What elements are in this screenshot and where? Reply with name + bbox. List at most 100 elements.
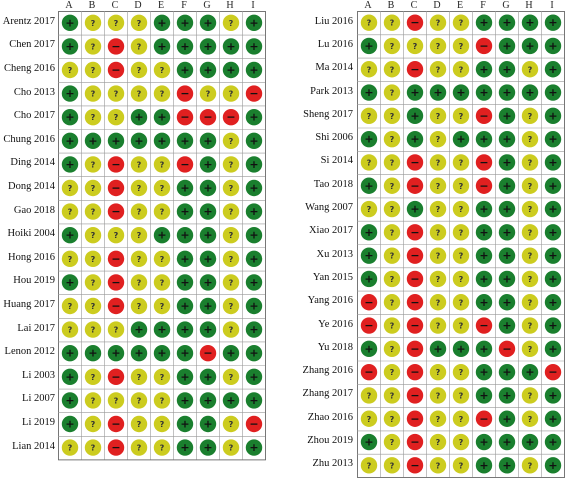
study-label: Zhu 2013 <box>312 458 353 470</box>
svg-text:?: ? <box>229 19 234 28</box>
svg-text:?: ? <box>229 184 234 193</box>
svg-text:+: + <box>548 272 557 285</box>
low-risk-marker: + <box>498 37 516 55</box>
low-risk-marker: + <box>544 247 562 264</box>
unclear-risk-marker: ? <box>153 368 171 385</box>
unclear-risk-marker: ? <box>84 297 102 315</box>
high-risk-marker: − <box>176 109 194 126</box>
svg-text:?: ? <box>91 42 96 51</box>
unclear-risk-marker: ? <box>222 321 240 338</box>
unclear-risk-marker: ? <box>130 415 148 433</box>
low-risk-marker: + <box>360 177 378 194</box>
low-risk-marker: + <box>245 227 263 244</box>
svg-text:?: ? <box>436 135 441 144</box>
low-risk-marker: + <box>475 294 493 311</box>
svg-text:+: + <box>479 203 488 216</box>
svg-text:+: + <box>479 296 488 309</box>
svg-text:?: ? <box>528 228 533 237</box>
low-risk-marker: + <box>498 387 516 404</box>
svg-text:?: ? <box>459 205 464 214</box>
svg-text:+: + <box>479 459 488 472</box>
svg-text:+: + <box>456 133 465 146</box>
low-risk-marker: + <box>498 61 516 78</box>
svg-text:?: ? <box>436 298 441 307</box>
low-risk-marker: + <box>199 61 217 79</box>
low-risk-marker: + <box>176 345 194 362</box>
high-risk-marker: − <box>360 294 378 311</box>
svg-text:?: ? <box>367 391 372 400</box>
study-label: Hong 2016 <box>8 251 55 263</box>
low-risk-marker: + <box>475 200 493 218</box>
svg-text:?: ? <box>160 90 165 99</box>
svg-text:?: ? <box>91 113 96 122</box>
svg-text:+: + <box>249 134 258 147</box>
low-risk-marker: + <box>521 37 539 55</box>
low-risk-marker: + <box>176 38 194 55</box>
low-risk-marker: + <box>130 345 148 362</box>
unclear-risk-marker: ? <box>521 107 539 125</box>
column-header-g: G <box>502 0 510 11</box>
svg-text:?: ? <box>390 65 395 74</box>
svg-text:?: ? <box>528 345 533 354</box>
svg-text:?: ? <box>390 228 395 237</box>
low-risk-marker: + <box>153 345 171 362</box>
column-header-h: H <box>525 0 533 11</box>
svg-text:−: − <box>410 226 419 239</box>
low-risk-marker: + <box>475 433 493 451</box>
svg-text:+: + <box>548 459 557 472</box>
low-risk-marker: + <box>176 439 194 456</box>
svg-text:?: ? <box>390 205 395 214</box>
unclear-risk-marker: ? <box>429 154 447 171</box>
high-risk-marker: − <box>406 410 424 427</box>
svg-text:+: + <box>502 249 511 262</box>
unclear-risk-marker: ? <box>429 177 447 194</box>
svg-text:?: ? <box>114 90 119 99</box>
svg-text:?: ? <box>160 373 165 382</box>
svg-text:?: ? <box>229 326 234 335</box>
high-risk-marker: − <box>107 61 125 79</box>
svg-text:?: ? <box>160 255 165 264</box>
svg-text:+: + <box>364 86 373 99</box>
svg-text:+: + <box>364 179 373 192</box>
low-risk-marker: + <box>452 130 470 148</box>
svg-text:?: ? <box>229 137 234 146</box>
unclear-risk-marker: ? <box>153 392 171 409</box>
svg-text:?: ? <box>436 252 441 261</box>
study-label: Hoiki 2004 <box>7 228 55 240</box>
svg-text:?: ? <box>68 184 73 193</box>
svg-text:+: + <box>502 319 511 332</box>
svg-text:+: + <box>134 323 143 336</box>
svg-text:+: + <box>180 370 189 383</box>
high-risk-marker: − <box>199 109 217 126</box>
svg-text:+: + <box>65 347 74 360</box>
svg-text:+: + <box>502 389 511 402</box>
svg-text:?: ? <box>459 228 464 237</box>
svg-text:+: + <box>249 252 258 265</box>
svg-text:+: + <box>157 111 166 124</box>
unclear-risk-marker: ? <box>222 368 240 385</box>
study-label: Li 2003 <box>22 369 55 381</box>
unclear-risk-marker: ? <box>429 387 447 404</box>
column-header-a: A <box>364 0 372 11</box>
unclear-risk-marker: ? <box>406 37 424 55</box>
low-risk-marker: + <box>498 154 516 171</box>
svg-text:?: ? <box>459 112 464 121</box>
low-risk-marker: + <box>245 345 263 362</box>
svg-text:?: ? <box>91 208 96 217</box>
high-risk-marker: − <box>406 433 424 451</box>
unclear-risk-marker: ? <box>199 85 217 102</box>
low-risk-marker: + <box>406 84 424 101</box>
low-risk-marker: + <box>176 392 194 409</box>
svg-text:+: + <box>548 156 557 169</box>
svg-text:+: + <box>180 323 189 336</box>
unclear-risk-marker: ? <box>452 200 470 218</box>
unclear-risk-marker: ? <box>383 130 401 148</box>
unclear-risk-marker: ? <box>429 410 447 427</box>
svg-text:?: ? <box>137 396 142 405</box>
svg-text:?: ? <box>367 205 372 214</box>
svg-text:?: ? <box>436 461 441 470</box>
svg-text:?: ? <box>137 278 142 287</box>
unclear-risk-marker: ? <box>521 200 539 218</box>
low-risk-marker: + <box>153 14 171 32</box>
svg-text:?: ? <box>390 135 395 144</box>
